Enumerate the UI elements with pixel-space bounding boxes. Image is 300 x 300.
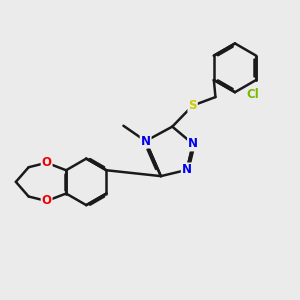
Text: Cl: Cl bbox=[246, 88, 259, 100]
Text: N: N bbox=[182, 164, 192, 176]
Text: O: O bbox=[42, 156, 52, 169]
Text: N: N bbox=[141, 135, 151, 148]
Text: N: N bbox=[188, 137, 198, 151]
Text: O: O bbox=[42, 194, 52, 208]
Text: S: S bbox=[188, 99, 197, 112]
